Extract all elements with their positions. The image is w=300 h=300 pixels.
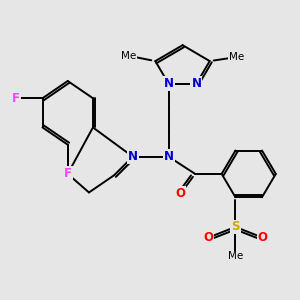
Text: N: N: [164, 150, 174, 163]
Text: N: N: [191, 77, 201, 90]
Text: F: F: [64, 167, 72, 180]
Text: Me: Me: [228, 251, 243, 261]
Text: F: F: [12, 92, 20, 105]
Text: S: S: [231, 220, 240, 233]
Text: O: O: [176, 187, 185, 200]
Text: Me: Me: [121, 51, 136, 61]
Text: O: O: [257, 231, 268, 244]
Text: O: O: [203, 231, 213, 244]
Text: N: N: [128, 150, 138, 163]
Text: N: N: [164, 77, 174, 90]
Text: Me: Me: [229, 52, 244, 62]
